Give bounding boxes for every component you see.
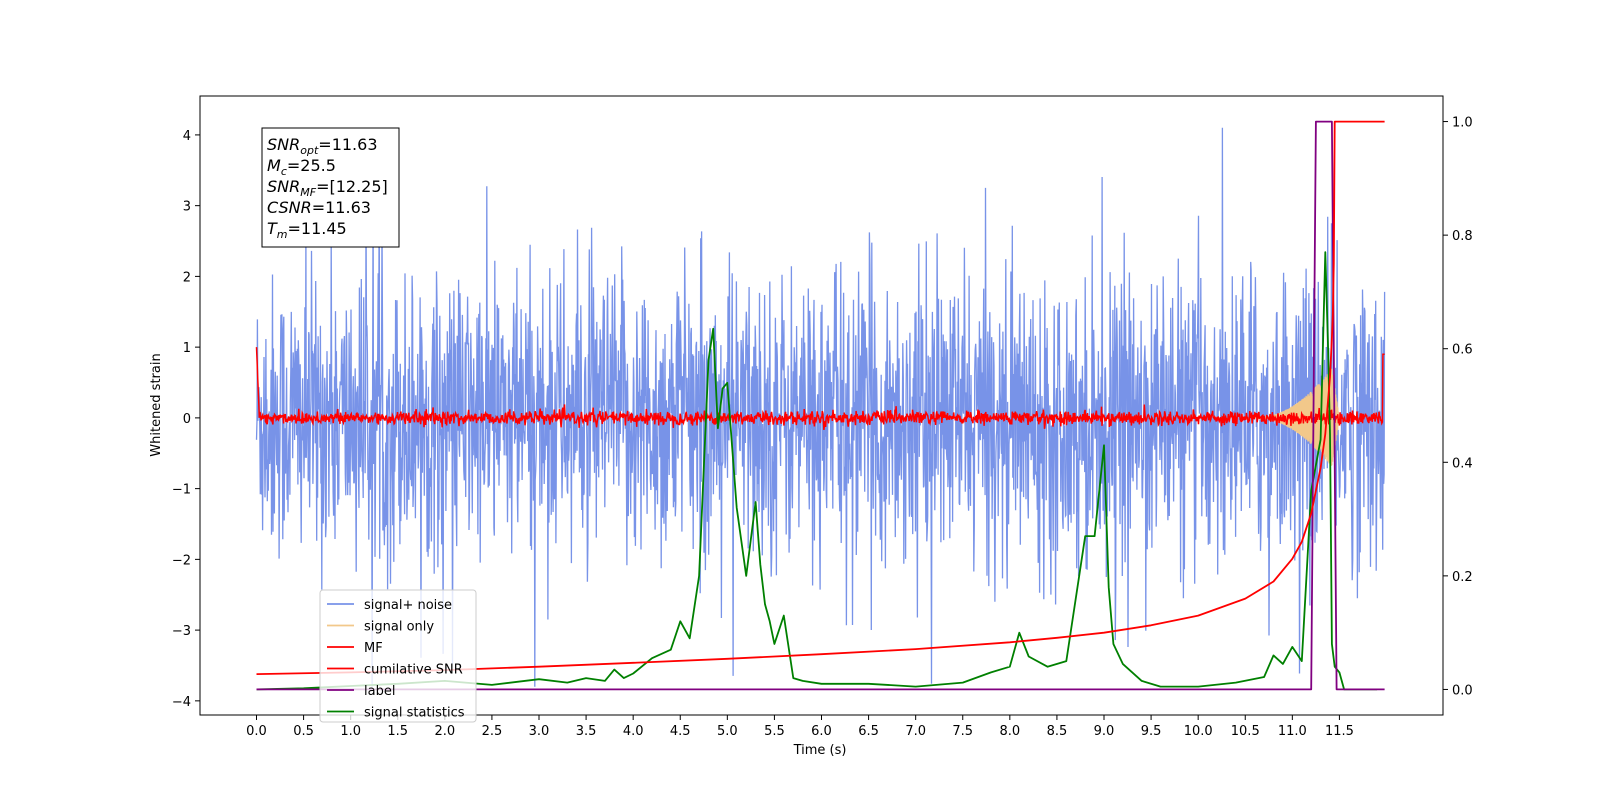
series-cumulative-snr [256,120,1385,675]
x-tick-label: 7.5 [952,724,973,739]
y2-tick-label: 0.2 [1452,570,1473,585]
annotation-line: SNRopt=11.63 [267,135,378,157]
legend-frame [319,589,477,723]
x-axis-label: Time (s) [793,743,847,758]
x-tick-label: 2.0 [434,724,455,739]
legend-label: label [364,684,395,699]
annotation-frame [261,127,400,248]
x-tick-label: 4.5 [670,724,691,739]
x-tick-label: 8.5 [1047,724,1068,739]
x-tick-label: 5.0 [717,724,738,739]
x-tick-label: 11.5 [1325,724,1354,739]
y2-tick-label: 0.4 [1452,456,1473,471]
series-label [256,120,1385,691]
x-tick-label: 7.0 [905,724,926,739]
y-axis-label: Whitened strain [149,353,164,456]
y-tick-label: −1 [172,483,191,498]
y-tick-label: 1 [183,341,191,356]
x-tick-label: 6.0 [811,724,832,739]
y2-tick-label: 0.8 [1452,229,1473,244]
annotation-line: Mc=25.5 [267,156,336,178]
x-tick-label: 2.5 [482,724,503,739]
x-tick-label: 10.5 [1231,724,1260,739]
x-tick-label: 4.0 [623,724,644,739]
x-tick-label: 9.0 [1094,724,1115,739]
annotation-value: =11.45 [288,219,347,238]
y-tick-label: −2 [172,553,191,568]
y2-tick-label: 0.6 [1452,343,1473,358]
annotation-symbol: SNR [267,135,300,154]
y-tick-label: −3 [172,624,191,639]
y-tick-label: 4 [183,129,191,144]
x-tick-label: 8.0 [999,724,1020,739]
x-tick-label: 11.0 [1278,724,1307,739]
x-tick-label: 0.0 [246,724,267,739]
y-tick-label: −4 [172,695,191,710]
legend: signal+ noise signal only MF cumilative SNR… [319,589,477,723]
annotation-subscript: MF [300,186,316,199]
x-tick-label: 3.0 [529,724,550,739]
annotation-value: =25.5 [287,156,336,175]
legend-label: cumilative SNR [364,663,463,678]
y2-tick-label: 0.0 [1452,683,1473,698]
annotation-symbol: CSNR [267,198,312,217]
annotation-line: Tm=11.45 [267,219,347,241]
series-signal-noise [255,127,1386,687]
legend-label: signal statistics [364,706,465,721]
annotation-subscript: m [277,228,288,241]
y2-tick-label: 1.0 [1452,116,1473,131]
y-tick-label: 0 [183,412,191,427]
y-tick-label: 2 [183,270,191,285]
annotation-value: =11.63 [318,135,377,154]
legend-label: MF [364,641,383,656]
annotation-subscript: opt [300,144,319,157]
x-tick-label: 3.5 [576,724,597,739]
annotation-line: SNRMF=[12.25] [267,177,388,199]
y-tick-label: 3 [183,200,191,215]
series-signal-statistics [256,251,1378,691]
ticks-layer: 0.0 0.5 1.0 1.5 2.0 2.5 3.0 3.5 4.0 4.5 5.0 5.5 6.0 6… [172,116,1473,739]
annotation-symbol: M [267,156,281,175]
series-layer [255,120,1386,691]
x-tick-label: 0.5 [293,724,314,739]
annotation-box: SNRopt=11.63Mc=25.5SNRMF=[12.25]CSNR=11.… [261,127,400,248]
x-tick-label: 5.5 [764,724,785,739]
annotation-symbol: SNR [267,177,300,196]
x-tick-label: 6.5 [858,724,879,739]
x-tick-label: 9.5 [1141,724,1162,739]
annotation-value: =11.63 [312,198,371,217]
legend-label: signal only [364,620,434,635]
x-tick-label: 1.0 [340,724,361,739]
annotation-symbol: T [267,219,278,238]
annotation-subscript: c [281,165,287,178]
legend-label: signal+ noise [364,598,452,613]
series-mf [255,347,1385,430]
x-tick-label: 10.0 [1184,724,1213,739]
annotation-line: CSNR=11.63 [267,198,371,217]
annotation-value: =[12.25] [316,177,388,196]
x-tick-label: 1.5 [387,724,408,739]
